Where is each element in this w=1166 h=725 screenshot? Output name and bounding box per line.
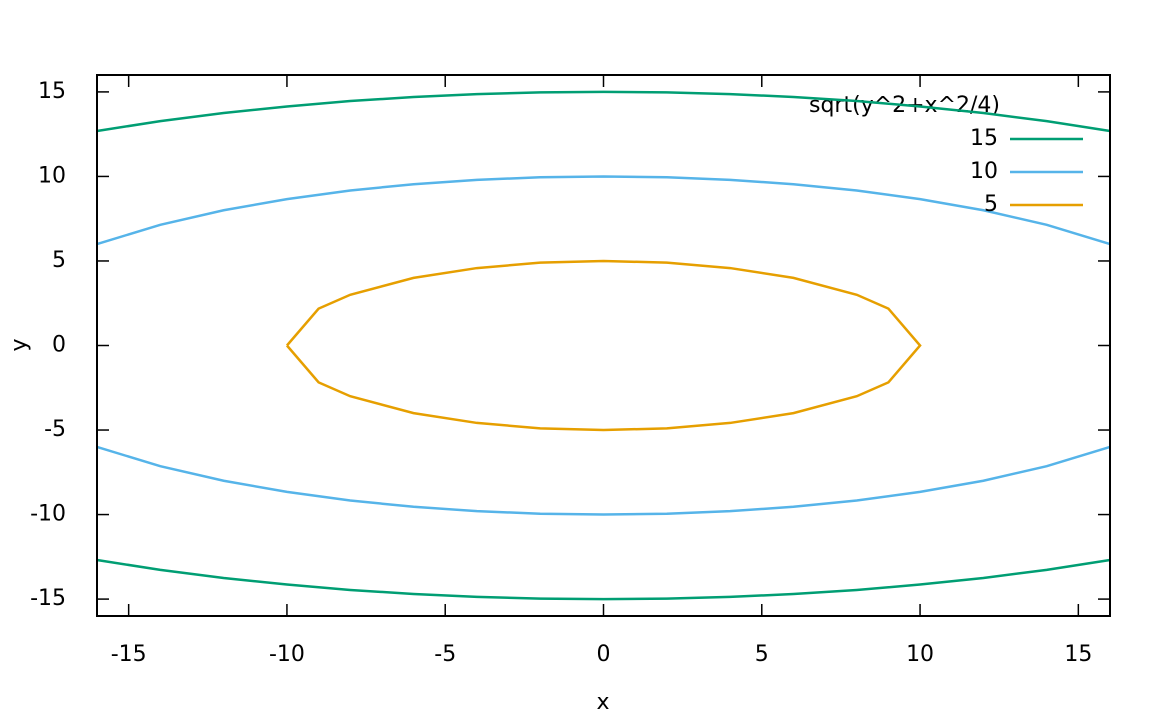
x-tick-label: -5	[434, 642, 456, 667]
y-tick-label: 5	[52, 248, 66, 273]
y-tick-label: 10	[38, 163, 66, 188]
x-tick-label: -15	[111, 642, 147, 667]
x-tick-label: 5	[755, 642, 769, 667]
contour-line	[96, 90, 1111, 601]
x-tick-label: 10	[906, 642, 934, 667]
y-axis-label: y	[7, 338, 32, 351]
contour-line	[285, 259, 922, 432]
legend-label: 5	[984, 192, 998, 217]
y-tick-label: -5	[44, 417, 66, 442]
x-tick-label: -10	[269, 642, 305, 667]
plot-border	[96, 74, 1111, 617]
legend-label: 10	[970, 159, 998, 184]
contour-line	[96, 175, 1111, 516]
y-tick-label: -10	[30, 502, 66, 527]
y-tick-label: 0	[52, 333, 66, 358]
x-axis-label: x	[596, 690, 609, 715]
x-tick-label: 15	[1064, 642, 1092, 667]
legend-label: 15	[970, 126, 998, 151]
y-tick-label: -15	[30, 586, 66, 611]
x-tick-label: 0	[597, 642, 611, 667]
y-tick-label: 15	[38, 79, 66, 104]
